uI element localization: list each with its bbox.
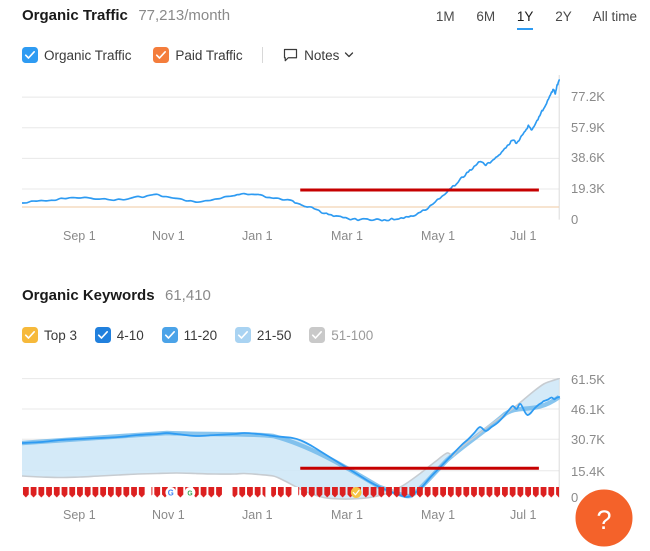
svg-text:?: ? (596, 505, 611, 535)
svg-text:G: G (187, 490, 192, 497)
svg-text:G: G (168, 488, 174, 497)
